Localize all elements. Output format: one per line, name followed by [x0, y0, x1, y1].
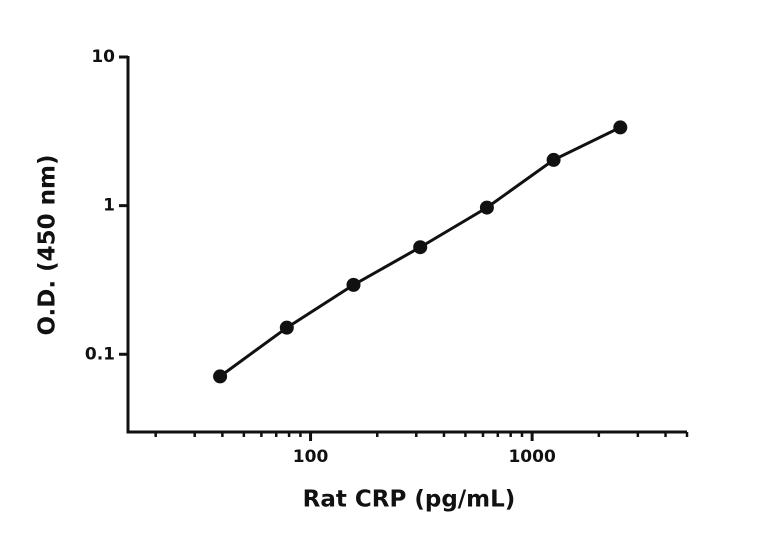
data-point — [213, 369, 228, 384]
data-point — [413, 240, 428, 255]
data-point — [479, 200, 494, 215]
y-axis-title: O.D. (450 nm) — [35, 154, 61, 335]
x-tick-label: 100 — [293, 447, 329, 467]
data-point — [613, 120, 628, 135]
y-tick-label: 10 — [91, 47, 115, 67]
x-axis-title: Rat CRP (pg/mL) — [303, 487, 516, 513]
y-tick-label: 0.1 — [85, 344, 115, 364]
data-point — [279, 320, 294, 335]
data-point — [546, 152, 561, 167]
data-point — [346, 277, 361, 292]
x-tick-label: 1000 — [508, 447, 555, 467]
y-tick-label: 1 — [103, 196, 115, 216]
